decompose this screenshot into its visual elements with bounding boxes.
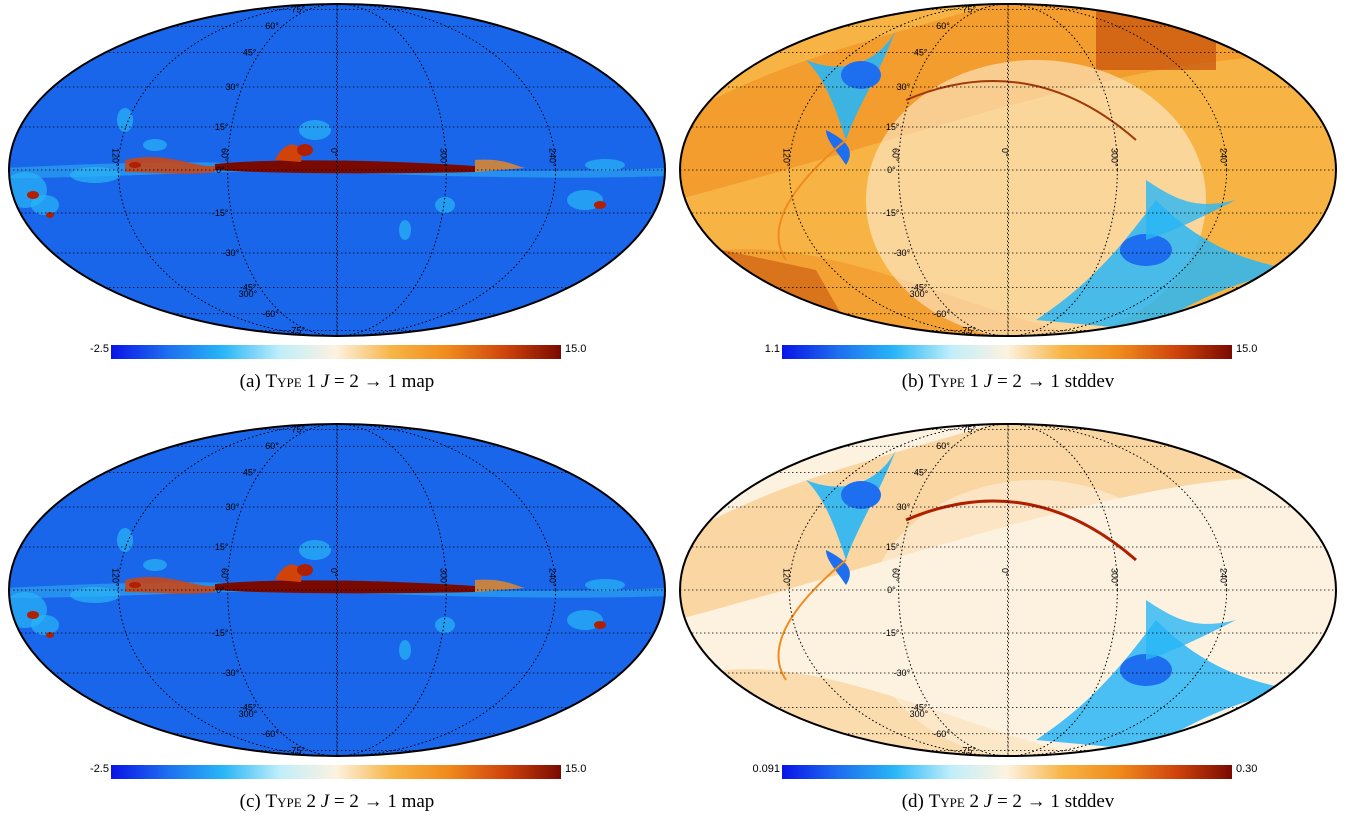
lon-label: 0° — [1000, 568, 1010, 577]
lat-label: -45° — [240, 282, 257, 292]
map-outline — [8, 3, 666, 337]
colorbar-min-a: -2.5 — [90, 343, 109, 355]
lon-label: 60° — [220, 568, 230, 582]
lat-label: -30° — [894, 668, 911, 678]
sky-map-c: 75° 60° 45° 30° 15° 0° -15° -30° -45° -60° -75° 120… — [8, 423, 666, 757]
caption-c: (c) Type 2 J = 2 → 1 map — [239, 791, 435, 812]
map-outline — [8, 423, 666, 757]
colorbar-min-c: -2.5 — [90, 763, 109, 775]
lat-label: -30° — [223, 248, 240, 258]
lat-label: 0° — [887, 165, 896, 175]
lat-label: 0° — [887, 585, 896, 595]
lat-label: -60° — [262, 309, 279, 319]
lat-label: -15° — [212, 628, 229, 638]
lat-label: -15° — [883, 628, 900, 638]
panel-b: 75° 60° 45° 30° 15° 0° -15° -30° -45° -60° -75° 120… — [676, 0, 1340, 410]
lon-label: 120° — [110, 568, 120, 587]
lat-label: 60° — [265, 441, 279, 451]
lat-label: -45° — [911, 702, 928, 712]
lon-label: 0° — [1000, 148, 1010, 157]
lon-label: 60° — [220, 148, 230, 162]
colorbar-max-a: 15.0 — [565, 343, 587, 355]
lon-label: 300° — [1109, 568, 1119, 587]
lon-label: 240° — [548, 568, 558, 587]
lon-label: 240° — [1219, 148, 1229, 167]
colorbar-min-b: 1.1 — [764, 343, 780, 355]
panel-c: 75° 60° 45° 30° 15° 0° -15° -30° -45° -60° -75° 120… — [5, 420, 669, 830]
lon-label: 300° — [438, 568, 448, 587]
map-outline — [679, 423, 1337, 757]
lon-label: 300° — [438, 148, 448, 167]
caption-a: (a) Type 1 J = 2 → 1 map — [239, 371, 435, 392]
colorbar-max-d: 0.30 — [1236, 763, 1258, 775]
lat-label: -45° — [911, 282, 928, 292]
colorbar-max-b: 15.0 — [1236, 343, 1258, 355]
lon-label: 120° — [781, 148, 791, 167]
lat-label: 45° — [914, 468, 928, 478]
sky-map-d: 75° 60° 45° 30° 15° 0° -15° -30° -45° -60° -75° 120… — [679, 423, 1337, 757]
lat-label: 60° — [936, 441, 950, 451]
lat-label: -60° — [933, 309, 950, 319]
lon-label: 240° — [548, 148, 558, 167]
lat-label: 15° — [886, 122, 900, 132]
colorbar-b — [782, 345, 1232, 359]
sky-map-b: 75° 60° 45° 30° 15° 0° -15° -30° -45° -60° -75° 120… — [679, 3, 1337, 337]
lat-label: 45° — [243, 468, 257, 478]
lat-label: 60° — [936, 21, 950, 31]
lon-label: 0° — [329, 148, 339, 157]
lat-label: 75° — [962, 425, 976, 435]
caption-b: (b) Type 1 J = 2 → 1 stddev — [901, 371, 1115, 392]
lat-label: 30° — [226, 502, 240, 512]
colorbar-min-d: 0.091 — [752, 763, 780, 775]
caption-d: (d) Type 2 J = 2 → 1 stddev — [901, 791, 1115, 812]
lon-label: 60° — [891, 148, 901, 162]
lat-label: 30° — [897, 82, 911, 92]
lat-label: 15° — [215, 122, 229, 132]
lat-label: -30° — [223, 668, 240, 678]
lat-label: -15° — [212, 208, 229, 218]
lat-label: -75° — [288, 745, 305, 755]
colorbar-a — [111, 345, 561, 359]
lon-label-bottom: 300° — [910, 289, 929, 299]
sky-map-a: 75° 60° 45° 30° 15° 0° -15° -30° -45° -60° -75° 120… — [8, 3, 666, 337]
panel-d: 75° 60° 45° 30° 15° 0° -15° -30° -45° -60° -75° 120… — [676, 420, 1340, 830]
map-outline — [679, 3, 1337, 337]
lat-label: 15° — [886, 542, 900, 552]
lat-label: -60° — [262, 729, 279, 739]
lat-label: 45° — [243, 48, 257, 58]
lat-label: -75° — [959, 325, 976, 335]
lat-label: -75° — [288, 325, 305, 335]
lat-label: 60° — [265, 21, 279, 31]
lat-label: 30° — [897, 502, 911, 512]
lat-label: 0° — [216, 585, 225, 595]
lat-label: -45° — [240, 702, 257, 712]
lat-label: 75° — [962, 5, 976, 15]
lon-label-bottom: 300° — [239, 289, 258, 299]
lat-label: -30° — [894, 248, 911, 258]
colorbar-c — [111, 765, 561, 779]
lon-label: 120° — [781, 568, 791, 587]
lon-label: 300° — [1109, 148, 1119, 167]
lat-label: 15° — [215, 542, 229, 552]
lat-label: 30° — [226, 82, 240, 92]
lon-label: 0° — [329, 568, 339, 577]
lat-label: 75° — [291, 425, 305, 435]
colorbar-max-c: 15.0 — [565, 763, 587, 775]
lat-label: -15° — [883, 208, 900, 218]
lat-label: -60° — [933, 729, 950, 739]
lat-label: 45° — [914, 48, 928, 58]
lat-label: 0° — [216, 165, 225, 175]
lon-label: 60° — [891, 568, 901, 582]
lon-label-bottom: 300° — [910, 709, 929, 719]
lon-label: 120° — [110, 148, 120, 167]
lat-label: -75° — [959, 745, 976, 755]
panel-a: 75° 60° 45° 30° 15° 0° -15° -30° -45° -60° -75° 120… — [5, 0, 669, 410]
lon-label: 240° — [1219, 568, 1229, 587]
lon-label-bottom: 300° — [239, 709, 258, 719]
lat-label: 75° — [291, 5, 305, 15]
colorbar-d — [782, 765, 1232, 779]
